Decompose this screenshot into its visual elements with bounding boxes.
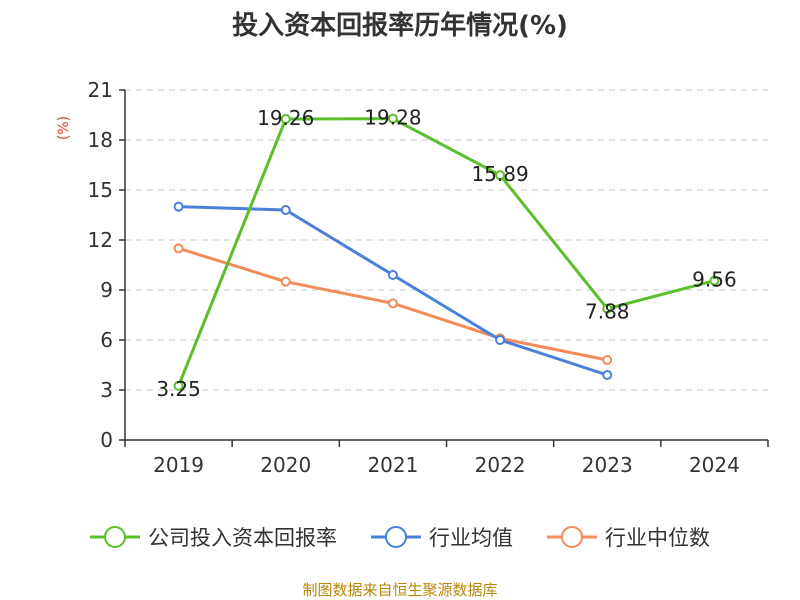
- y-tick-label: 21: [88, 78, 113, 102]
- y-axis-unit: (%): [56, 116, 72, 140]
- chart-title: 投入资本回报率历年情况(%): [232, 10, 568, 41]
- x-tick-label: 2021: [367, 453, 418, 477]
- y-tick-label: 18: [88, 128, 113, 152]
- legend: 公司投入资本回报率 行业均值 行业中位数: [90, 526, 710, 550]
- x-tick-label: 2020: [260, 453, 311, 477]
- legend-label: 行业中位数: [605, 526, 710, 550]
- y-tick-label: 0: [100, 428, 113, 452]
- x-tick-label: 2022: [475, 453, 526, 477]
- legend-label: 公司投入资本回报率: [148, 526, 337, 550]
- x-tick-label: 2019: [153, 453, 204, 477]
- data-point: [602, 355, 613, 365]
- source-note: 制图数据来自恒生聚源数据库: [302, 581, 497, 599]
- x-tick-label: 2023: [582, 453, 633, 477]
- y-tick-label: 6: [100, 328, 113, 352]
- y-tick-label: 9: [100, 278, 113, 302]
- x-tick-label: 2024: [689, 453, 740, 477]
- data-label: 3.25: [156, 377, 201, 401]
- data-label: 19.28: [364, 106, 421, 130]
- legend-circle-icon: [561, 526, 583, 548]
- data-label: 15.89: [471, 162, 528, 186]
- data-point: [387, 270, 398, 280]
- data-label: 7.88: [585, 300, 630, 324]
- legend-label: 行业均值: [429, 526, 513, 550]
- data-point: [387, 113, 398, 124]
- data-point: [280, 205, 291, 215]
- data-point: [173, 380, 184, 391]
- y-tick-label: 15: [88, 178, 113, 202]
- data-point: [709, 275, 720, 286]
- legend-circle-icon: [104, 526, 126, 548]
- series-layer: [173, 113, 720, 391]
- grid-layer: [125, 89, 768, 391]
- series-line: [177, 117, 715, 387]
- data-point: [602, 303, 613, 314]
- series-line: [178, 205, 608, 377]
- legend-item[interactable]: 行业中位数: [547, 526, 710, 550]
- data-label-layer: 3.25 19.26 19.28 15.89 7.88 9.56: [156, 106, 736, 401]
- data-label: 19.26: [257, 106, 314, 130]
- data-point: [387, 298, 398, 309]
- data-point: [173, 243, 184, 254]
- data-point: [495, 170, 506, 181]
- legend-circle-icon: [385, 526, 407, 548]
- data-point: [495, 335, 506, 345]
- legend-item[interactable]: 公司投入资本回报率: [90, 526, 337, 550]
- data-point: [280, 114, 291, 124]
- axis-layer: 0 3 6 9 12 15 18 21 2019 2020 2021 2022 2023 2024: [88, 78, 769, 477]
- data-point: [602, 370, 613, 380]
- data-point: [173, 201, 184, 212]
- data-point: [280, 276, 291, 287]
- y-tick-label: 12: [88, 228, 113, 252]
- y-tick-label: 3: [100, 378, 113, 402]
- data-label: 9.56: [692, 268, 737, 292]
- legend-item[interactable]: 行业均值: [371, 526, 513, 550]
